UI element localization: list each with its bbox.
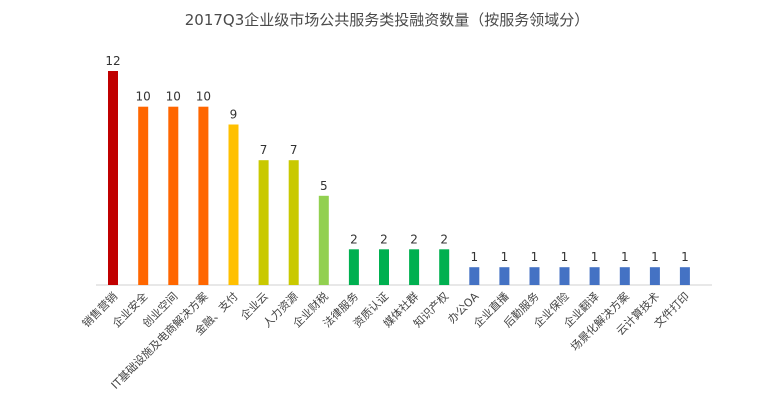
bar-1 [108, 71, 118, 285]
bar-5 [228, 124, 239, 285]
bar-16 [559, 267, 570, 285]
value-label-4: 10 [196, 90, 211, 104]
bar-12 [439, 249, 450, 285]
bars-group [108, 71, 690, 285]
value-label-8: 5 [320, 179, 328, 193]
bar-9 [348, 249, 359, 285]
bar-10 [379, 249, 389, 285]
value-label-5: 9 [230, 108, 238, 122]
bar-4 [198, 106, 209, 285]
bar-11 [409, 249, 420, 285]
value-label-17: 1 [591, 250, 599, 264]
bar-17 [589, 267, 600, 285]
value-label-16: 1 [561, 250, 569, 264]
value-label-2: 10 [136, 90, 151, 104]
value-label-15: 1 [531, 250, 539, 264]
value-label-10: 2 [380, 232, 388, 246]
value-label-1: 12 [105, 54, 120, 68]
value-label-6: 7 [260, 143, 268, 157]
bar-2 [138, 106, 149, 285]
value-label-19: 1 [651, 250, 659, 264]
bar-14 [499, 267, 510, 285]
bar-13 [469, 267, 480, 285]
category-labels-group: 销售营销企业安全创业空间IT基础设施及电商解决方案金融、支付企业云人力资源企业财… [79, 289, 692, 392]
bar-20 [679, 267, 690, 285]
bar-7 [288, 160, 299, 285]
value-label-18: 1 [621, 250, 629, 264]
chart-title: 2017Q3企业级市场公共服务类投融资数量（按服务领域分） [185, 11, 590, 29]
value-label-7: 7 [290, 143, 298, 157]
bar-8 [318, 195, 329, 285]
value-label-20: 1 [681, 250, 689, 264]
bar-6 [258, 160, 269, 285]
value-label-12: 2 [440, 232, 448, 246]
value-label-3: 10 [166, 90, 181, 104]
bar-19 [649, 267, 660, 285]
bar-15 [529, 267, 540, 285]
value-label-13: 1 [470, 250, 478, 264]
bar-18 [619, 267, 630, 285]
value-label-9: 2 [350, 232, 358, 246]
value-label-14: 1 [501, 250, 509, 264]
value-labels-group: 12 10 10 10 9 7 7 5 2 2 2 2 1 1 1 1 1 1 1 1 [105, 54, 688, 264]
bar-3 [168, 106, 179, 285]
value-label-11: 2 [410, 232, 418, 246]
